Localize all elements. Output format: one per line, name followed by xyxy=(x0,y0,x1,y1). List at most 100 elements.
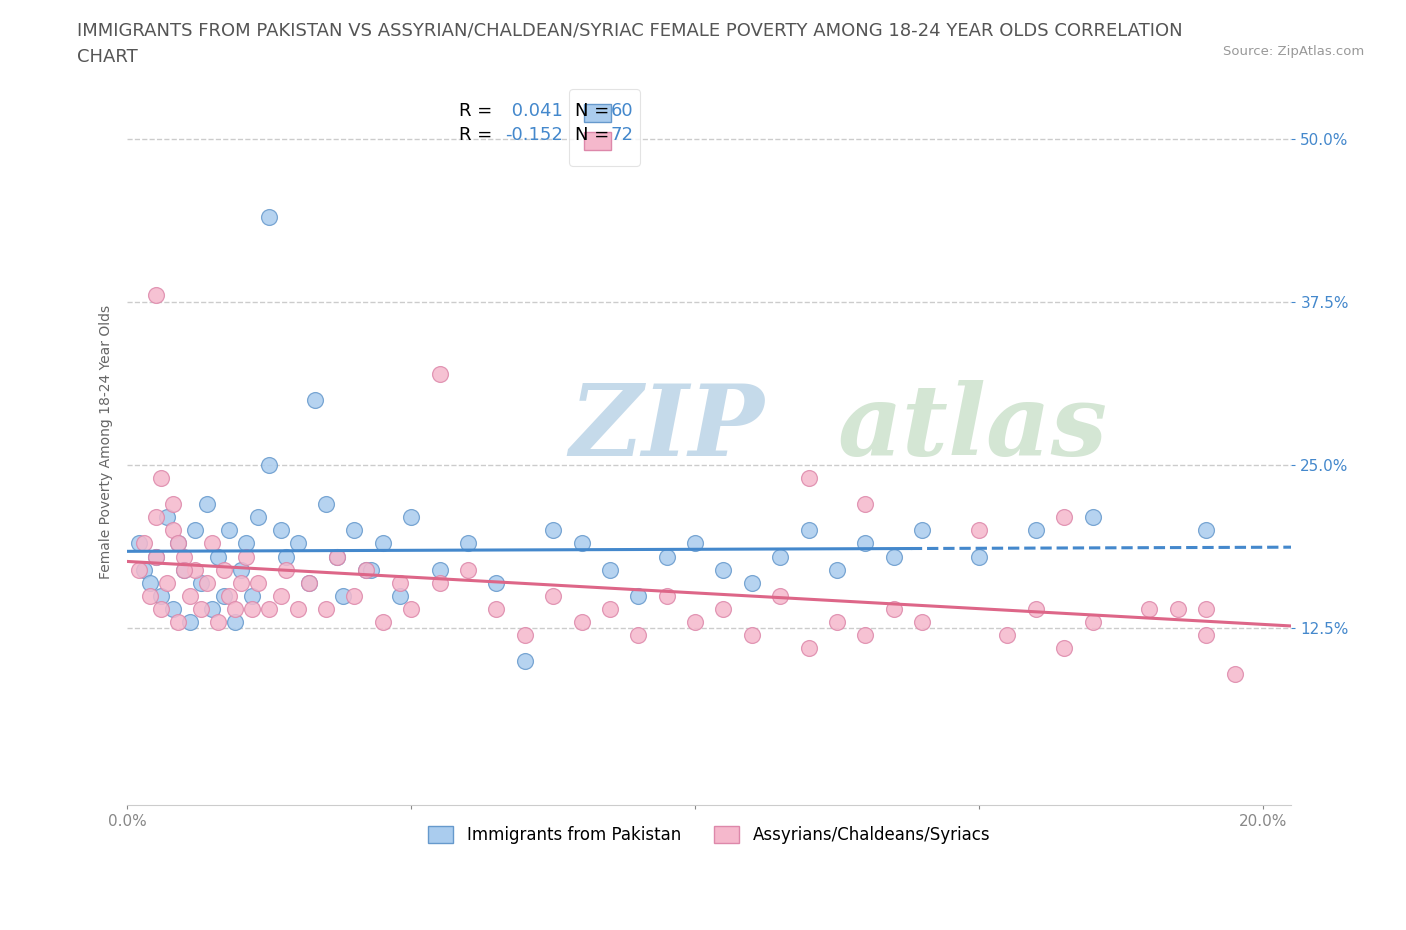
Point xyxy=(599,602,621,617)
Point xyxy=(326,549,349,564)
Point xyxy=(541,589,564,604)
Point xyxy=(1137,602,1160,617)
Point xyxy=(195,575,218,590)
Point xyxy=(343,589,366,604)
Point xyxy=(485,602,508,617)
Point xyxy=(1195,602,1218,617)
Point xyxy=(683,536,706,551)
Legend: Immigrants from Pakistan, Assyrians/Chaldeans/Syriacs: Immigrants from Pakistan, Assyrians/Chal… xyxy=(422,819,997,851)
Point xyxy=(797,471,820,485)
Point xyxy=(571,536,593,551)
Point xyxy=(399,602,422,617)
Point xyxy=(304,392,326,407)
Point xyxy=(235,536,257,551)
Point xyxy=(298,575,321,590)
Point xyxy=(769,589,792,604)
Point xyxy=(190,575,212,590)
Point xyxy=(229,562,252,577)
Point xyxy=(150,471,173,485)
Point xyxy=(240,602,263,617)
Point xyxy=(1081,510,1104,525)
Point xyxy=(276,562,298,577)
Point xyxy=(354,562,377,577)
Point xyxy=(156,510,179,525)
Text: 72: 72 xyxy=(610,126,633,144)
Text: N =: N = xyxy=(575,101,610,120)
Point xyxy=(855,628,877,643)
Point xyxy=(145,510,167,525)
Point xyxy=(207,615,229,630)
Point xyxy=(343,523,366,538)
Point xyxy=(315,497,337,512)
Point xyxy=(326,549,349,564)
Point xyxy=(218,523,240,538)
Point xyxy=(541,523,564,538)
Point xyxy=(429,366,451,381)
Point xyxy=(1081,615,1104,630)
Text: R =: R = xyxy=(458,126,492,144)
Point xyxy=(201,602,224,617)
Point xyxy=(207,549,229,564)
Point xyxy=(184,562,207,577)
Point xyxy=(162,602,184,617)
Point xyxy=(270,589,292,604)
Point xyxy=(683,615,706,630)
Point xyxy=(513,628,536,643)
Point xyxy=(139,575,162,590)
Point xyxy=(457,536,479,551)
Point xyxy=(246,575,269,590)
Point xyxy=(485,575,508,590)
Point xyxy=(1053,641,1076,656)
Point xyxy=(134,562,156,577)
Point xyxy=(883,602,905,617)
Point xyxy=(257,209,280,224)
Point xyxy=(371,615,394,630)
Point xyxy=(1167,602,1189,617)
Text: 60: 60 xyxy=(610,101,633,120)
Point xyxy=(298,575,321,590)
Point xyxy=(655,549,678,564)
Point xyxy=(769,549,792,564)
Text: CHART: CHART xyxy=(77,48,138,66)
Point xyxy=(911,523,934,538)
Point xyxy=(1223,667,1246,682)
Point xyxy=(162,497,184,512)
Text: Source: ZipAtlas.com: Source: ZipAtlas.com xyxy=(1223,45,1364,58)
Text: -0.152: -0.152 xyxy=(506,126,564,144)
Point xyxy=(911,615,934,630)
Point xyxy=(883,549,905,564)
Point xyxy=(1025,602,1047,617)
Point xyxy=(1195,523,1218,538)
Point xyxy=(513,654,536,669)
Point xyxy=(190,602,212,617)
Point xyxy=(128,562,150,577)
Point xyxy=(179,589,201,604)
Text: 0.041: 0.041 xyxy=(506,101,562,120)
Point xyxy=(287,536,309,551)
Point xyxy=(855,536,877,551)
Point xyxy=(797,523,820,538)
Point xyxy=(1195,628,1218,643)
Point xyxy=(429,562,451,577)
Point xyxy=(967,523,990,538)
Point xyxy=(167,615,190,630)
Point xyxy=(855,497,877,512)
Point xyxy=(173,549,195,564)
Point xyxy=(371,536,394,551)
Point xyxy=(246,510,269,525)
Point xyxy=(713,562,735,577)
Point xyxy=(741,628,763,643)
Point xyxy=(257,602,280,617)
Point xyxy=(332,589,354,604)
Point xyxy=(388,589,411,604)
Point xyxy=(235,549,257,564)
Point xyxy=(388,575,411,590)
Text: atlas: atlas xyxy=(838,379,1108,476)
Point xyxy=(240,589,263,604)
Point xyxy=(399,510,422,525)
Point xyxy=(173,562,195,577)
Point xyxy=(139,589,162,604)
Point xyxy=(571,615,593,630)
Point xyxy=(797,641,820,656)
Point xyxy=(145,288,167,303)
